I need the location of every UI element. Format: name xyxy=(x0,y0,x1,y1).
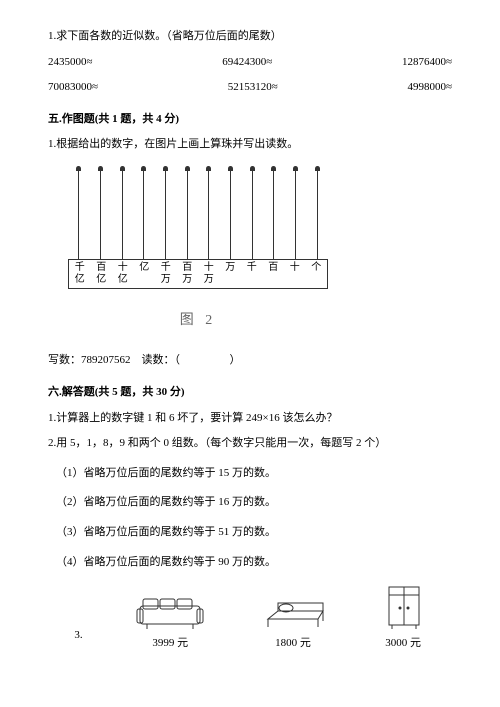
q1-r2c2: 52153120≈ xyxy=(228,79,278,97)
write-label: 写数： xyxy=(48,354,81,366)
place-label: 百亿 xyxy=(91,262,113,286)
rod xyxy=(252,170,253,260)
section6-title: 六.解答题(共 5 题，共 30 分) xyxy=(48,384,452,402)
rod xyxy=(230,170,231,260)
place-label: 千 xyxy=(241,262,263,286)
sofa-icon xyxy=(135,591,205,631)
s6-sub1: （1）省略万位后面的尾数约等于 15 万的数。 xyxy=(56,465,452,483)
abacus-labels: 千亿百亿十亿亿千万百万十万万千百十个 xyxy=(68,260,328,289)
place-label: 十亿 xyxy=(112,262,134,286)
figure-caption: 图 2 xyxy=(68,310,328,332)
place-label: 十万 xyxy=(198,262,220,286)
read-close: ） xyxy=(230,354,241,366)
write-value: 789207562 xyxy=(81,354,131,366)
place-label: 百万 xyxy=(177,262,199,286)
bed-price: 1800 元 xyxy=(258,635,328,653)
s6-sub2: （2）省略万位后面的尾数约等于 16 万的数。 xyxy=(56,494,452,512)
q1-r2c3: 4998000≈ xyxy=(407,79,452,97)
rod xyxy=(78,170,79,260)
bed-icon xyxy=(258,591,328,631)
rod xyxy=(295,170,296,260)
rod xyxy=(100,170,101,260)
wardrobe-item: 3000 元 xyxy=(381,583,426,653)
place-label: 个 xyxy=(306,262,328,286)
place-label: 万 xyxy=(220,262,242,286)
write-read-line: 写数：789207562 读数：（ ） xyxy=(48,352,452,370)
q1-prompt: 1.求下面各数的近似数。（省略万位后面的尾数） xyxy=(48,28,452,46)
wardrobe-icon xyxy=(381,583,426,631)
rod xyxy=(273,170,274,260)
s6-q1: 1.计算器上的数字键 1 和 6 坏了，要计算 249×16 该怎么办？ xyxy=(48,410,452,428)
q1-r1c2: 69424300≈ xyxy=(222,54,272,72)
q1-r2c1: 70083000≈ xyxy=(48,79,98,97)
rod xyxy=(317,170,318,260)
section5-prompt: 1.根据给出的数字，在图片上画上算珠并写出读数。 xyxy=(48,136,452,154)
rod xyxy=(165,170,166,260)
s6-q2: 2.用 5，1，8，9 和两个 0 组数。（每个数字只能用一次，每题写 2 个） xyxy=(48,435,452,453)
rod xyxy=(122,170,123,260)
q1-r1c1: 2435000≈ xyxy=(48,54,93,72)
read-blank xyxy=(183,354,227,366)
section5-title: 五.作图题(共 1 题，共 4 分) xyxy=(48,111,452,129)
sofa-item: 3999 元 xyxy=(135,591,205,653)
furniture-row: 3. 3999 元 1800 元 xyxy=(48,583,452,653)
place-label: 百 xyxy=(263,262,285,286)
rod xyxy=(208,170,209,260)
q1-row2: 70083000≈ 52153120≈ 4998000≈ xyxy=(48,79,452,97)
sofa-price: 3999 元 xyxy=(135,635,205,653)
s6-sub3: （3）省略万位后面的尾数约等于 51 万的数。 xyxy=(56,524,452,542)
place-label: 十 xyxy=(284,262,306,286)
s6-sub4: （4）省略万位后面的尾数约等于 90 万的数。 xyxy=(56,554,452,572)
place-label: 千万 xyxy=(155,262,177,286)
q1-r1c3: 12876400≈ xyxy=(402,54,452,72)
wardrobe-price: 3000 元 xyxy=(381,635,426,653)
place-label: 亿 xyxy=(134,262,156,286)
abacus-diagram: 千亿百亿十亿亿千万百万十万万千百十个 xyxy=(68,170,328,300)
rod xyxy=(187,170,188,260)
bed-item: 1800 元 xyxy=(258,591,328,653)
rod xyxy=(143,170,144,260)
read-label: 读数：（ xyxy=(142,354,181,366)
place-label: 千亿 xyxy=(69,262,91,286)
q3-label: 3. xyxy=(74,627,82,645)
abacus-rods xyxy=(68,170,328,260)
q1-row1: 2435000≈ 69424300≈ 12876400≈ xyxy=(48,54,452,72)
